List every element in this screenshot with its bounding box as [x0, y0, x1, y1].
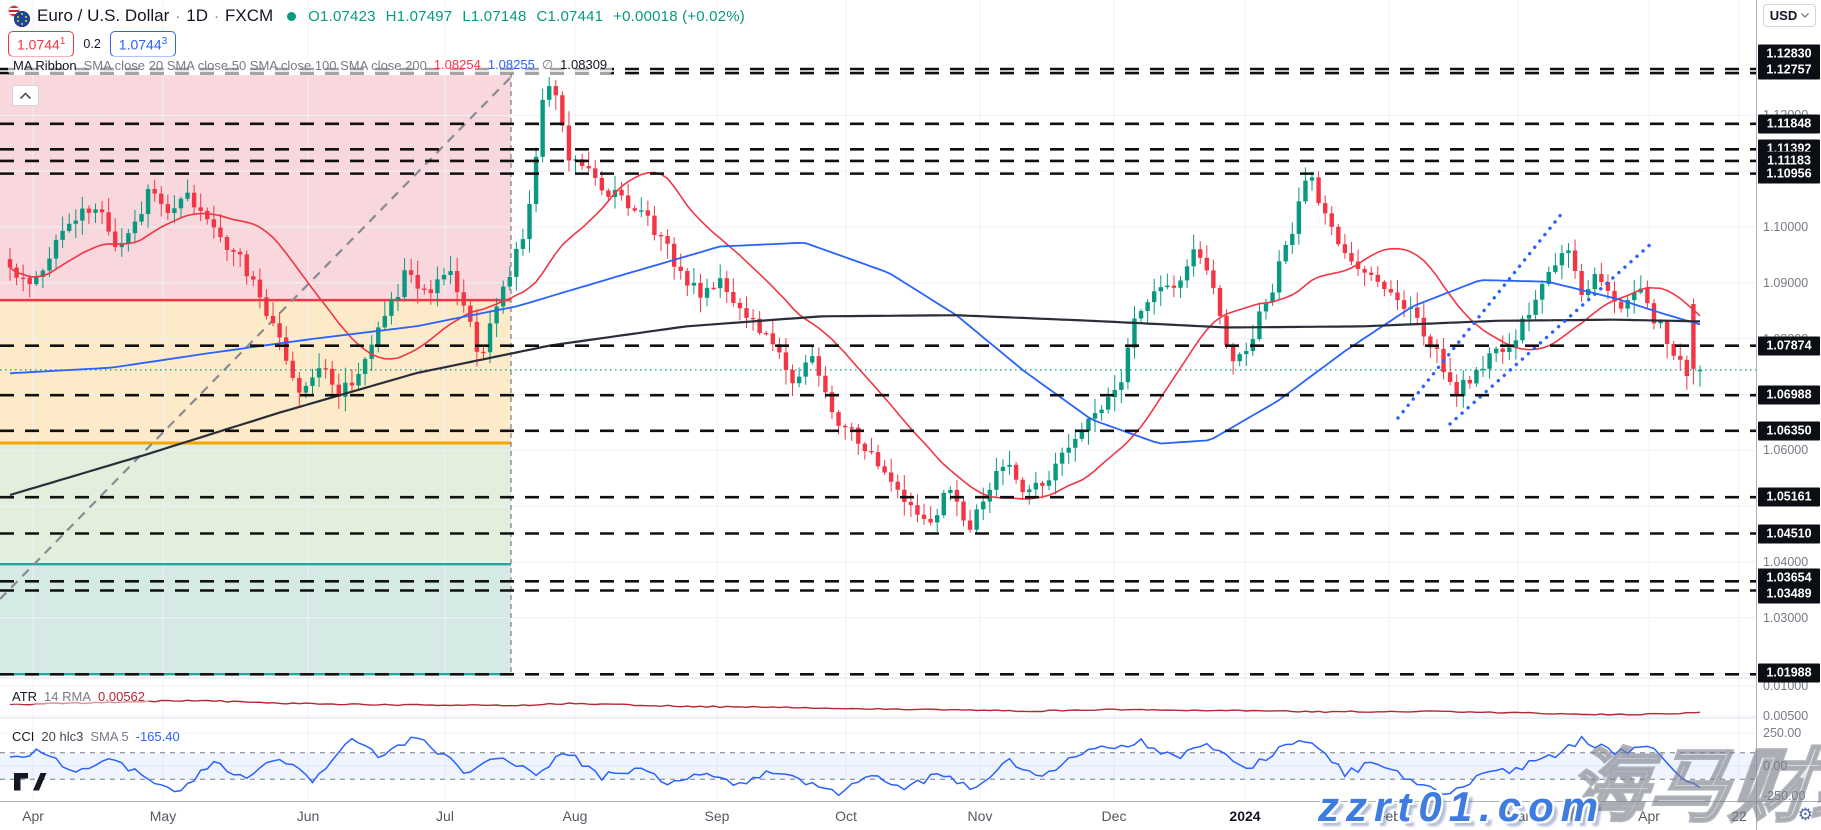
market-status-icon: [287, 11, 297, 21]
collapse-legend-button[interactable]: [12, 85, 39, 106]
cci-name: CCI: [12, 729, 35, 744]
ma-value: 1.08255: [487, 57, 535, 72]
cci-value: -165.40: [135, 729, 180, 744]
cci-tick: 0.00: [1763, 759, 1788, 773]
atr-name: ATR: [12, 689, 38, 704]
ohlc-token: C1.07441: [536, 7, 604, 25]
atr-tick: 0.00500: [1763, 709, 1809, 723]
time-axis[interactable]: Apr May Jun Jul Aug Sep Oct Nov Dec 2024 Feb Mar Apr…: [0, 801, 1756, 830]
bid-ask-row: 1.07441 0.2 1.07443: [8, 31, 177, 57]
price-tick: 1.03000: [1763, 610, 1809, 625]
spread-value: 0.2: [83, 36, 101, 51]
price-tick: 1.06000: [1763, 443, 1809, 458]
price-level-label: 1.05161: [1758, 487, 1820, 507]
atr-legend[interactable]: ATR 14 RMA 0.00562: [8, 689, 150, 704]
price-level-label: 1.12757: [1758, 60, 1820, 80]
time-label: Apr: [22, 808, 44, 824]
currency-label: USD: [1769, 8, 1798, 23]
price-level-label: 1.07874: [1758, 336, 1820, 356]
price-level-label: 1.06988: [1758, 385, 1820, 405]
time-label: 2024: [1229, 808, 1261, 824]
buy-button[interactable]: 1.07443: [109, 31, 177, 57]
ohlc-token: +0.00018 (+0.02%): [613, 7, 745, 25]
ohlc-token: L1.07148: [462, 7, 527, 25]
separator-dot: ·: [175, 7, 181, 25]
price-level-label: 1.12830: [1758, 44, 1820, 64]
ohlc-values: O1.07423 H1.07497 L1.07148 C1.07441 +0.00018…: [308, 8, 745, 25]
time-label: Jul: [436, 808, 454, 824]
price-level-label: 1.11848: [1758, 114, 1820, 134]
ma-ribbon-params: SMA close 20 SMA close 50 SMA close 100 …: [83, 57, 427, 73]
time-label: Dec: [1101, 808, 1127, 824]
time-label: Aug: [562, 808, 588, 824]
ohlc-token: H1.07497: [385, 7, 453, 25]
time-label: Mar: [1505, 808, 1531, 824]
gear-icon[interactable]: ⚙: [1797, 805, 1813, 824]
eurusd-pair-icon: [8, 5, 30, 27]
cci-tick: -250.00: [1763, 789, 1806, 803]
cci-tick: 250.00: [1763, 726, 1802, 740]
atr-params: 14 RMA: [44, 689, 92, 704]
price-tick: 1.09000: [1763, 275, 1809, 290]
time-label: Nov: [967, 808, 993, 824]
tradingview-logo[interactable]: [13, 771, 47, 793]
cci-legend[interactable]: CCI 20 hlc3 SMA 5 -165.40: [8, 729, 184, 744]
price-level-label: 1.01988: [1758, 663, 1820, 683]
time-label: Sep: [704, 808, 730, 824]
cci-params-sma: SMA 5: [90, 729, 129, 744]
price-level-label: 1.06350: [1758, 421, 1820, 441]
ma-value: ∅: [541, 57, 554, 72]
ma-ribbon-values: 1.08254 1.08255 ∅ 1.08309: [434, 57, 607, 73]
ohlc-token: O1.07423: [308, 7, 376, 25]
price-axis[interactable]: USD 1.120001.100001.090001.080001.060001…: [1756, 0, 1821, 803]
symbol-legend[interactable]: Euro / U.S. Dollar · 1D · FXCM O1.07423 H…: [8, 5, 745, 27]
chevron-up-icon: [19, 91, 32, 99]
sell-button[interactable]: 1.07441: [8, 31, 75, 57]
axis-corner: ⚙: [1756, 801, 1821, 830]
time-label: May: [149, 808, 177, 824]
cci-params: 20 hlc3: [41, 729, 84, 744]
time-label: Oct: [835, 808, 857, 824]
ma-value: 1.08309: [560, 57, 608, 72]
separator-dot: ·: [214, 7, 219, 25]
price-tick: 1.04000: [1763, 555, 1809, 569]
ma-ribbon-legend[interactable]: MA Ribbon SMA close 20 SMA close 50 SMA …: [8, 56, 613, 74]
time-label: Jun: [296, 808, 320, 824]
price-tick: 1.10000: [1763, 220, 1809, 234]
ma-ribbon-name: MA Ribbon: [13, 57, 77, 73]
chart-canvas[interactable]: [0, 0, 1756, 830]
interval-label[interactable]: 1D: [186, 6, 208, 25]
exchange-label[interactable]: FXCM: [225, 6, 274, 25]
price-level-label: 1.03489: [1758, 584, 1820, 603]
atr-value: 0.00562: [98, 689, 146, 704]
time-label: 22: [1731, 808, 1747, 824]
price-level-label: 1.04510: [1758, 524, 1820, 543]
time-label: Feb: [1376, 808, 1402, 824]
currency-selector[interactable]: USD: [1763, 4, 1816, 27]
price-level-label: 1.10956: [1758, 164, 1820, 184]
ma-value: 1.08254: [433, 57, 481, 72]
price-level-label: 1.03654: [1758, 568, 1820, 588]
time-label: Apr: [1638, 808, 1660, 824]
chevron-down-icon: [1801, 13, 1810, 18]
symbol-title[interactable]: Euro / U.S. Dollar: [37, 6, 170, 25]
